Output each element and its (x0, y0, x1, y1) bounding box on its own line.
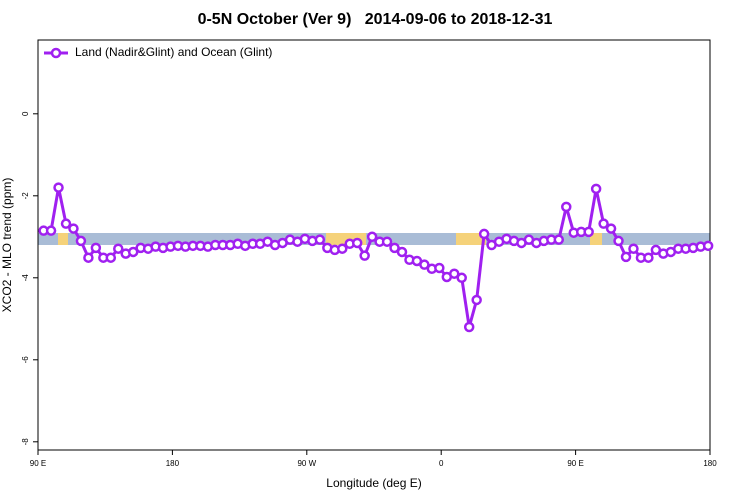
point (90, 242, 102, 254)
x-tick-label: 90 W (297, 459, 316, 468)
point (53, 182, 64, 193)
point (613, 235, 624, 247)
point (471, 294, 482, 306)
land-band (58, 233, 68, 245)
point (381, 236, 393, 247)
y-axis-label: XCO2 - MLO trend (ppm) (0, 178, 14, 313)
point (68, 223, 79, 234)
point (449, 268, 460, 279)
x-tick-label: 180 (703, 459, 717, 468)
land-band (456, 233, 486, 245)
point (127, 246, 139, 258)
point (702, 240, 714, 252)
point (643, 252, 654, 263)
point (45, 225, 57, 236)
point (598, 218, 609, 229)
chart-title: 0-5N October (Ver 9) 2014-09-06 to 2018-… (198, 11, 553, 28)
point (314, 234, 326, 245)
point (590, 183, 602, 195)
y-tick-label: -4 (21, 274, 30, 282)
x-tick-label: 180 (166, 459, 180, 468)
point (605, 223, 617, 234)
point (359, 250, 370, 261)
point (60, 218, 72, 229)
point (553, 234, 565, 245)
y-tick-label: -2 (21, 192, 30, 200)
point (75, 235, 87, 247)
y-tick-label: -8 (21, 438, 30, 446)
point (463, 321, 475, 333)
point (456, 272, 467, 284)
x-axis-label: Longitude (deg E) (326, 476, 421, 490)
point (628, 243, 639, 254)
y-tick-label: -6 (21, 356, 30, 364)
point (620, 251, 632, 263)
point (389, 242, 400, 254)
point (83, 252, 94, 263)
land-band (590, 233, 602, 245)
legend-label: Land (Nadir&Glint) and Ocean (Glint) (75, 45, 272, 59)
point (113, 243, 124, 254)
series (38, 182, 714, 333)
point (478, 228, 490, 240)
point (396, 246, 408, 258)
point (583, 226, 594, 238)
point (366, 231, 378, 243)
point (419, 259, 430, 270)
legend-marker (50, 47, 62, 59)
x-tick-label: 0 (439, 459, 444, 468)
x-tick-label: 90 E (30, 459, 46, 468)
y-tick-label: 0 (21, 111, 30, 116)
point (337, 243, 348, 254)
point (434, 262, 445, 274)
x-tick-label: 90 E (567, 459, 583, 468)
point (351, 237, 363, 249)
point (105, 252, 117, 263)
line (43, 187, 709, 328)
point (561, 201, 572, 213)
